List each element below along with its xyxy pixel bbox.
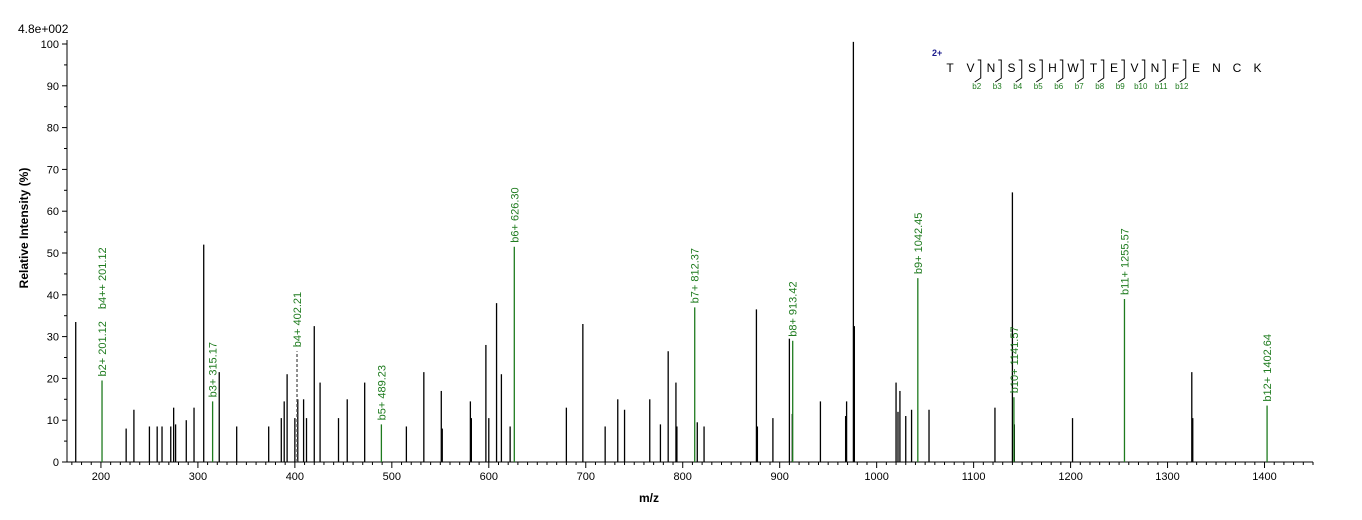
x-tick-label: 300 bbox=[189, 471, 207, 483]
sequence-residue: H bbox=[1048, 61, 1057, 75]
sequence-residue: C bbox=[1233, 61, 1242, 75]
x-tick-label: 1400 bbox=[1252, 471, 1276, 483]
x-tick-label: 1000 bbox=[864, 471, 888, 483]
b-ion-label: b2 bbox=[972, 82, 981, 91]
intensity-scale-label: 4.8e+002 bbox=[18, 22, 69, 36]
b-ion-marker bbox=[1035, 59, 1043, 83]
peak-label: b2+ 201.12 bbox=[97, 321, 109, 376]
b-ion-marker bbox=[1056, 59, 1064, 83]
peak-label: b11+ 1255.57 bbox=[1119, 228, 1131, 295]
peak-label: b5+ 489.23 bbox=[376, 365, 388, 420]
peak-label: b4++ 201.12 bbox=[97, 247, 109, 309]
peak-label: b12+ 1402.64 bbox=[1262, 334, 1274, 402]
b-ion-label: b11 bbox=[1155, 82, 1168, 91]
b-ion-marker bbox=[1138, 59, 1146, 83]
peak-label: b4+ 402.21 bbox=[292, 292, 304, 347]
sequence-residue: E bbox=[1192, 61, 1200, 75]
b-ion-label: b5 bbox=[1034, 82, 1043, 91]
peak-label: b8+ 913.42 bbox=[788, 281, 800, 336]
x-tick-label: 1100 bbox=[962, 471, 986, 483]
peak-label: b10+ 1141.57 bbox=[1009, 326, 1021, 393]
x-tick-label: 1300 bbox=[1155, 471, 1179, 483]
sequence-residue: E bbox=[1110, 61, 1118, 75]
sequence-residue: S bbox=[1007, 61, 1015, 75]
y-tick-label: 50 bbox=[47, 248, 59, 260]
sequence-residue: N bbox=[1151, 61, 1160, 75]
sequence-residue: N bbox=[987, 61, 996, 75]
b-ion-marker bbox=[1097, 59, 1105, 83]
b-ion-label: b6 bbox=[1054, 82, 1063, 91]
sequence-residue: T bbox=[946, 61, 954, 75]
y-tick-label: 100 bbox=[41, 39, 59, 51]
y-tick-label: 60 bbox=[47, 206, 59, 218]
b-ion-label: b9 bbox=[1116, 82, 1125, 91]
y-tick-label: 10 bbox=[47, 415, 59, 427]
charge-state-label: 2+ bbox=[932, 48, 942, 58]
sequence-residue: S bbox=[1028, 61, 1036, 75]
y-tick-label: 80 bbox=[47, 123, 59, 135]
x-tick-label: 600 bbox=[480, 471, 498, 483]
x-axis: 200 300 400 500 600 700 800 900 1000 1100 1200 1300… bbox=[67, 461, 1314, 483]
y-tick-label: 70 bbox=[47, 164, 59, 176]
b-ion-marker bbox=[974, 59, 982, 83]
sequence-annotation: 2+T V N S S H W T E V N F E N C Kb2 b3 b4 b5 b6 b7 b8 b9 b10 b11… bbox=[932, 48, 1262, 91]
b-ion-label: b12 bbox=[1175, 82, 1189, 91]
b-ion-label: b3 bbox=[993, 82, 1002, 91]
sequence-residue: N bbox=[1212, 61, 1221, 75]
b-ion-marker bbox=[1015, 59, 1023, 83]
x-tick-label: 200 bbox=[92, 471, 110, 483]
b-ion-label: b8 bbox=[1095, 82, 1104, 91]
y-tick-label: 40 bbox=[47, 290, 59, 302]
b-ion-marker bbox=[1117, 59, 1125, 83]
sequence-residue: V bbox=[966, 61, 974, 75]
sequence-residue: W bbox=[1067, 61, 1079, 75]
sequence-residue: T bbox=[1090, 61, 1098, 75]
b-ion-marker bbox=[1076, 59, 1084, 83]
b-ion-marker bbox=[994, 59, 1002, 83]
y-axis: 0 10 20 30 40 50 60 70 80 90 100 bbox=[41, 39, 68, 469]
sequence-residue: K bbox=[1253, 61, 1261, 75]
y-axis-title: Relative Intensity (%) bbox=[17, 168, 31, 289]
x-tick-label: 700 bbox=[577, 471, 595, 483]
peak-label: b9+ 1042.45 bbox=[913, 213, 925, 274]
x-tick-label: 800 bbox=[674, 471, 692, 483]
peaks bbox=[75, 41, 1268, 462]
y-tick-label: 30 bbox=[47, 332, 59, 344]
x-tick-label: 1200 bbox=[1058, 471, 1082, 483]
x-tick-label: 400 bbox=[286, 471, 304, 483]
b-ion-label: b7 bbox=[1075, 82, 1084, 91]
x-tick-label: 900 bbox=[771, 471, 789, 483]
b-ion-marker bbox=[1158, 59, 1166, 83]
y-tick-label: 0 bbox=[53, 457, 59, 469]
peak-labels: b2+ 201.12 b4++ 201.12 b3+ 315.17 b4+ 402.2… bbox=[97, 187, 1274, 420]
y-tick-label: 20 bbox=[47, 373, 59, 385]
b-ion-marker bbox=[1179, 59, 1187, 83]
peak-label: b6+ 626.30 bbox=[509, 187, 521, 242]
x-axis-title: m/z bbox=[639, 491, 659, 505]
x-tick-label: 500 bbox=[383, 471, 401, 483]
peak-label: b3+ 315.17 bbox=[208, 342, 220, 397]
b-ion-label: b4 bbox=[1013, 82, 1022, 91]
sequence-residue: F bbox=[1172, 61, 1179, 75]
b-ion-label: b10 bbox=[1134, 82, 1148, 91]
sequence-residue: V bbox=[1130, 61, 1138, 75]
peak-label: b7+ 812.37 bbox=[690, 248, 702, 303]
y-tick-label: 90 bbox=[47, 81, 59, 93]
